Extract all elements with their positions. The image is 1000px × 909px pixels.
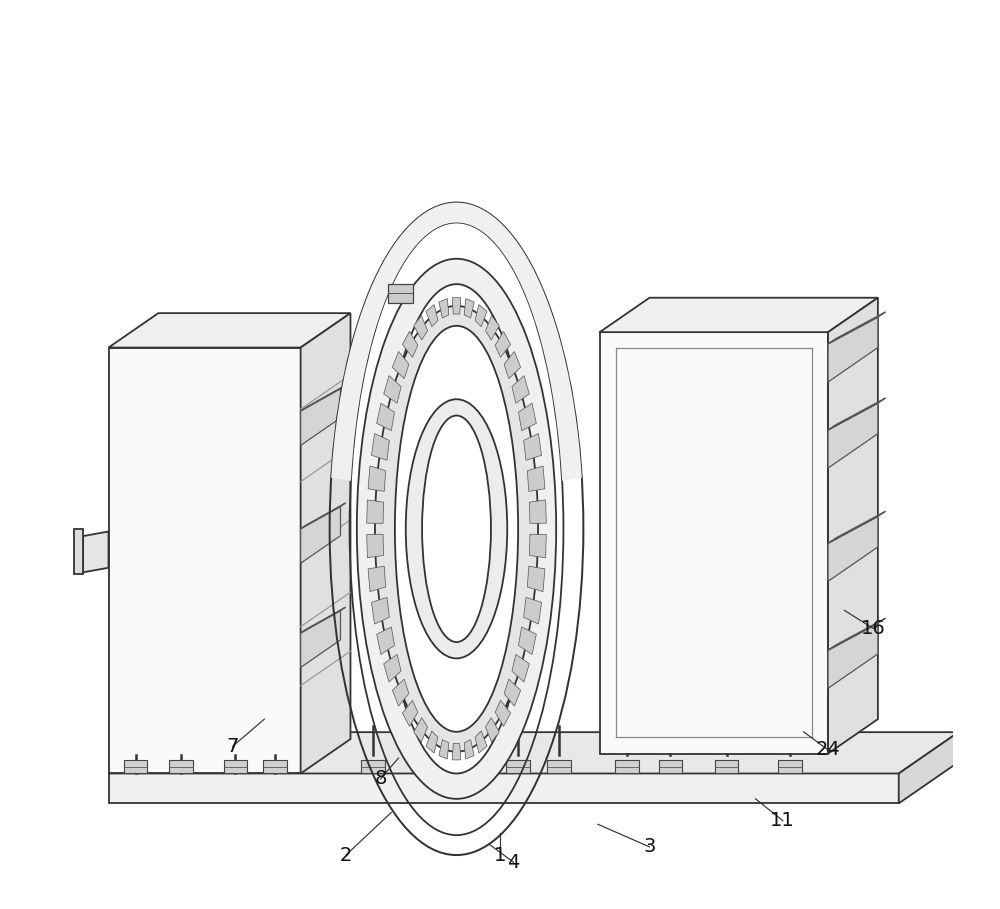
Polygon shape — [778, 760, 802, 774]
Polygon shape — [828, 624, 878, 688]
Polygon shape — [426, 731, 438, 753]
Polygon shape — [384, 375, 401, 404]
Polygon shape — [301, 506, 341, 564]
Polygon shape — [524, 597, 542, 624]
Polygon shape — [828, 312, 885, 344]
Polygon shape — [224, 760, 247, 774]
Polygon shape — [495, 331, 511, 357]
Polygon shape — [485, 718, 499, 742]
Polygon shape — [512, 375, 529, 404]
Polygon shape — [506, 760, 530, 774]
Text: 11: 11 — [770, 811, 795, 830]
Polygon shape — [600, 298, 878, 332]
Polygon shape — [475, 305, 487, 326]
Polygon shape — [524, 434, 542, 460]
Polygon shape — [527, 466, 545, 492]
Polygon shape — [414, 315, 428, 340]
Polygon shape — [828, 516, 878, 582]
Polygon shape — [124, 760, 147, 774]
Polygon shape — [899, 732, 959, 804]
Ellipse shape — [406, 399, 507, 658]
Polygon shape — [504, 352, 521, 379]
Polygon shape — [392, 679, 409, 706]
Polygon shape — [600, 332, 828, 754]
Polygon shape — [828, 404, 878, 468]
Polygon shape — [371, 597, 389, 624]
Polygon shape — [109, 347, 301, 774]
Polygon shape — [368, 466, 386, 492]
Polygon shape — [828, 298, 878, 754]
Polygon shape — [439, 298, 449, 318]
Text: 7: 7 — [226, 737, 239, 755]
Polygon shape — [615, 760, 639, 774]
Ellipse shape — [395, 325, 518, 732]
Polygon shape — [439, 740, 449, 759]
Polygon shape — [377, 404, 395, 431]
Polygon shape — [452, 744, 461, 760]
Polygon shape — [301, 503, 345, 529]
Polygon shape — [547, 760, 571, 774]
Polygon shape — [368, 566, 386, 592]
Polygon shape — [331, 203, 582, 481]
Polygon shape — [301, 611, 341, 667]
Polygon shape — [109, 732, 959, 774]
Polygon shape — [512, 654, 529, 682]
Polygon shape — [392, 352, 409, 379]
Polygon shape — [301, 385, 345, 411]
Polygon shape — [83, 532, 109, 573]
Polygon shape — [263, 760, 287, 774]
Polygon shape — [518, 404, 536, 431]
Polygon shape — [74, 529, 83, 574]
Polygon shape — [402, 331, 418, 357]
Ellipse shape — [422, 415, 491, 642]
Polygon shape — [504, 679, 521, 706]
Polygon shape — [301, 607, 345, 633]
Polygon shape — [659, 760, 682, 774]
Polygon shape — [828, 398, 885, 430]
Polygon shape — [109, 313, 350, 347]
Ellipse shape — [357, 259, 556, 799]
Polygon shape — [402, 700, 418, 726]
Polygon shape — [371, 434, 389, 460]
Polygon shape — [475, 731, 487, 753]
Polygon shape — [529, 500, 546, 524]
Polygon shape — [518, 627, 536, 654]
Polygon shape — [109, 774, 899, 804]
Polygon shape — [169, 760, 193, 774]
Ellipse shape — [382, 285, 531, 774]
Polygon shape — [301, 389, 341, 445]
Text: 24: 24 — [816, 741, 840, 759]
Polygon shape — [464, 298, 474, 318]
Ellipse shape — [375, 306, 538, 752]
Polygon shape — [527, 566, 545, 592]
Text: 8: 8 — [374, 769, 387, 788]
Polygon shape — [464, 740, 474, 759]
Polygon shape — [384, 654, 401, 682]
Polygon shape — [425, 760, 448, 774]
Text: 1: 1 — [494, 845, 506, 864]
Polygon shape — [828, 618, 885, 650]
Text: 2: 2 — [340, 845, 352, 864]
Polygon shape — [301, 313, 350, 774]
Polygon shape — [414, 718, 428, 742]
Polygon shape — [367, 534, 384, 558]
Polygon shape — [485, 315, 499, 340]
Text: 3: 3 — [643, 837, 656, 856]
Polygon shape — [377, 627, 395, 654]
Polygon shape — [828, 317, 878, 382]
Polygon shape — [367, 500, 384, 524]
Polygon shape — [361, 760, 385, 774]
Polygon shape — [452, 298, 461, 314]
Polygon shape — [388, 285, 413, 303]
Text: 16: 16 — [861, 619, 886, 638]
Text: 4: 4 — [507, 853, 520, 872]
Polygon shape — [426, 305, 438, 326]
Polygon shape — [828, 512, 885, 544]
Polygon shape — [529, 534, 546, 558]
Polygon shape — [495, 700, 511, 726]
Polygon shape — [715, 760, 738, 774]
